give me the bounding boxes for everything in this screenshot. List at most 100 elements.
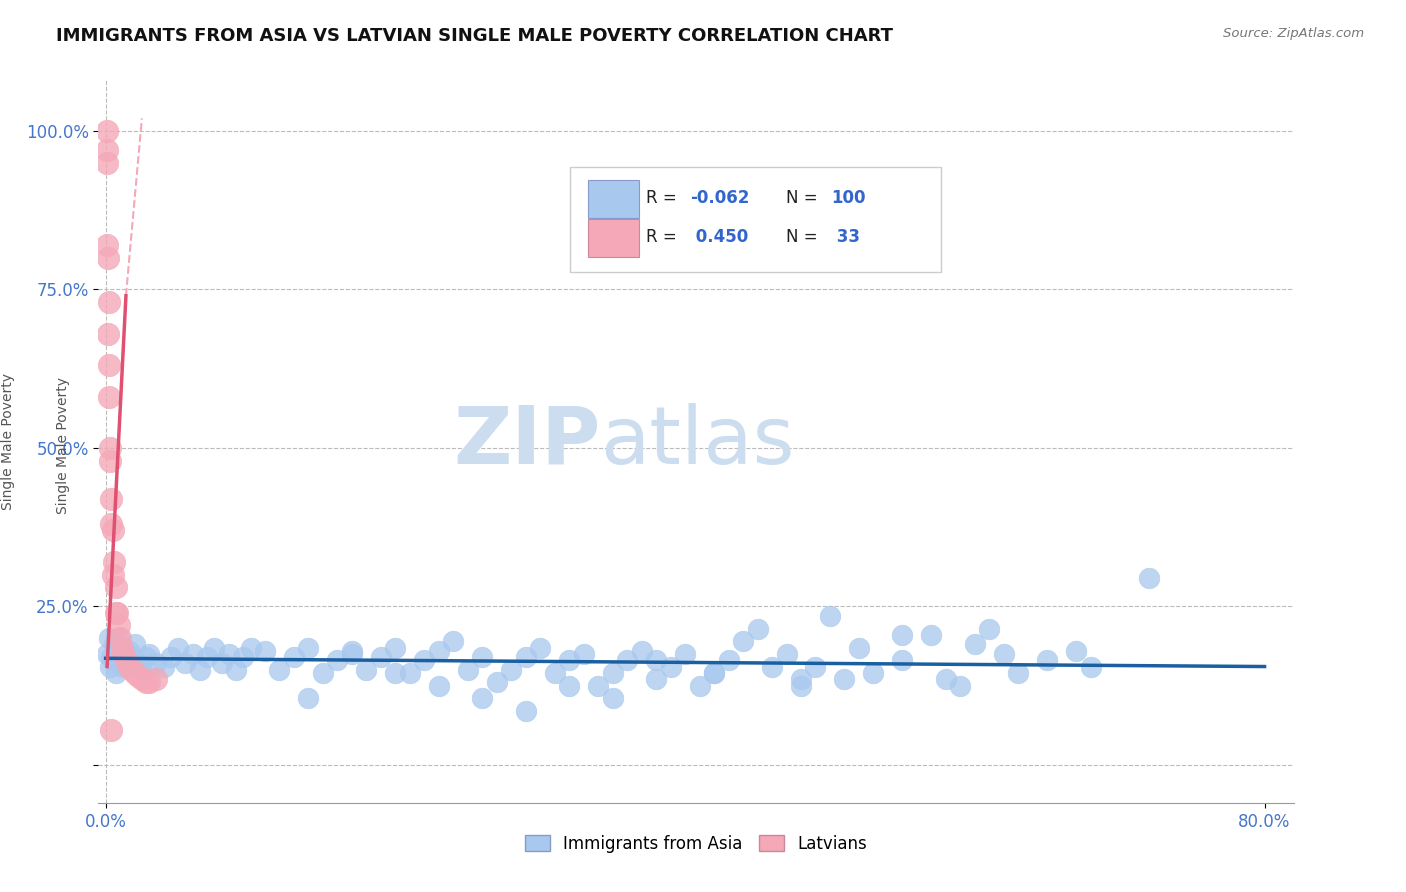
Point xyxy=(138,647,160,661)
Point xyxy=(118,643,141,657)
Point xyxy=(127,669,149,683)
Point xyxy=(515,704,537,718)
Point xyxy=(413,653,436,667)
Point xyxy=(239,640,262,655)
Point xyxy=(834,672,856,686)
Point xyxy=(1036,653,1059,667)
Point xyxy=(96,155,118,169)
Text: Single Male Poverty: Single Male Poverty xyxy=(56,377,70,515)
Point xyxy=(138,675,160,690)
Point xyxy=(152,659,174,673)
Point xyxy=(181,647,204,661)
Point xyxy=(97,631,120,645)
Point xyxy=(558,653,581,667)
Point xyxy=(108,650,131,665)
Text: 0.450: 0.450 xyxy=(690,228,748,246)
Point xyxy=(848,640,870,655)
Point xyxy=(269,663,291,677)
Point xyxy=(101,523,124,537)
Point xyxy=(920,628,942,642)
Point xyxy=(935,672,957,686)
FancyBboxPatch shape xyxy=(571,167,941,272)
Point xyxy=(96,124,118,138)
Point xyxy=(98,659,121,673)
Point xyxy=(1080,659,1102,673)
Point xyxy=(818,608,841,623)
Point xyxy=(127,657,149,671)
Point xyxy=(124,665,146,680)
Point xyxy=(659,659,682,673)
Y-axis label: Single Male Poverty: Single Male Poverty xyxy=(0,373,14,510)
Point xyxy=(673,647,696,661)
Point xyxy=(384,640,406,655)
Text: -0.062: -0.062 xyxy=(690,189,749,207)
Text: 100: 100 xyxy=(831,189,866,207)
Text: Source: ZipAtlas.com: Source: ZipAtlas.com xyxy=(1223,27,1364,40)
Point xyxy=(731,634,754,648)
Point xyxy=(761,659,783,673)
Point xyxy=(98,359,121,373)
Point xyxy=(1007,665,1029,680)
Point xyxy=(100,516,122,531)
Point xyxy=(96,143,118,157)
Point xyxy=(340,647,363,661)
Point xyxy=(104,580,127,594)
Point xyxy=(131,672,153,686)
Point xyxy=(471,691,494,706)
Point xyxy=(96,647,118,661)
Point xyxy=(790,679,813,693)
Point xyxy=(253,643,276,657)
Point xyxy=(100,650,122,665)
Point xyxy=(107,618,129,632)
Point xyxy=(98,441,121,455)
Point xyxy=(160,650,183,665)
Text: atlas: atlas xyxy=(600,402,794,481)
Point xyxy=(862,665,884,680)
Point xyxy=(384,665,406,680)
Point xyxy=(891,653,914,667)
Text: 33: 33 xyxy=(831,228,860,246)
Point xyxy=(979,622,1001,636)
Point xyxy=(97,326,120,341)
Point xyxy=(101,653,124,667)
Point xyxy=(558,679,581,693)
Point xyxy=(963,637,986,651)
Text: R =: R = xyxy=(645,189,682,207)
Point xyxy=(121,650,143,665)
Text: IMMIGRANTS FROM ASIA VS LATVIAN SINGLE MALE POVERTY CORRELATION CHART: IMMIGRANTS FROM ASIA VS LATVIAN SINGLE M… xyxy=(56,27,893,45)
Point xyxy=(97,295,120,310)
Point xyxy=(283,650,305,665)
FancyBboxPatch shape xyxy=(589,219,638,257)
Point xyxy=(115,653,138,667)
Point xyxy=(529,640,551,655)
Point xyxy=(124,637,146,651)
Legend: Immigrants from Asia, Latvians: Immigrants from Asia, Latvians xyxy=(517,828,875,860)
Point xyxy=(775,647,797,661)
Point xyxy=(202,640,225,655)
Text: N =: N = xyxy=(786,189,823,207)
Point xyxy=(645,672,668,686)
Point xyxy=(689,679,711,693)
Point xyxy=(297,640,319,655)
Point xyxy=(211,657,233,671)
Point xyxy=(131,663,153,677)
Point xyxy=(118,659,141,673)
Point xyxy=(515,650,537,665)
Point xyxy=(297,691,319,706)
Point xyxy=(112,647,135,661)
Point xyxy=(645,653,668,667)
Point xyxy=(356,663,378,677)
Point xyxy=(544,665,567,680)
Point xyxy=(471,650,494,665)
Point xyxy=(145,672,167,686)
Point xyxy=(112,659,135,673)
Point xyxy=(1064,643,1087,657)
Point xyxy=(107,631,129,645)
Point xyxy=(96,238,118,252)
Point xyxy=(135,650,157,665)
Point xyxy=(100,491,122,506)
Point xyxy=(427,643,450,657)
Point xyxy=(616,653,638,667)
Point xyxy=(100,723,122,737)
Point xyxy=(340,643,363,657)
